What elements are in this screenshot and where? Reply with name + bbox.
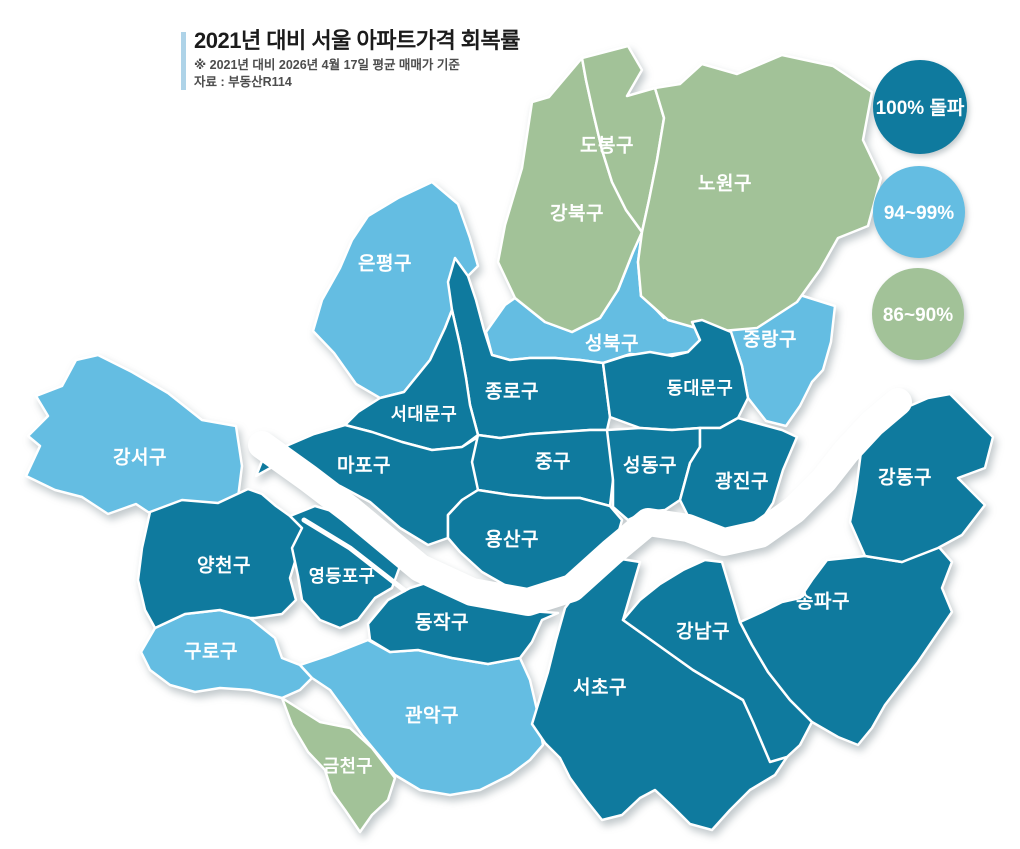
legend-circle-94-99 — [873, 166, 965, 258]
page-title: 2021년 대비 서울 아파트가격 회복률 — [194, 28, 521, 53]
district-seongdong: 성동구 — [605, 426, 702, 522]
district-seongdong-label: 성동구 — [623, 455, 677, 477]
district-dobong-label: 도봉구 — [580, 135, 634, 157]
district-gwangjin: 광진구 — [678, 416, 799, 539]
legend-circle-100-over — [873, 60, 967, 154]
district-seocho-label: 서초구 — [573, 677, 627, 699]
legend-label-100-over: 100% 돌파 — [876, 97, 965, 119]
district-yangcheon-shape — [136, 487, 304, 630]
district-gangdong-label: 강동구 — [878, 467, 932, 489]
legend-item-86-90: 86~90% — [872, 268, 964, 360]
district-seodaemun-label: 서대문구 — [391, 404, 457, 424]
data-source: 자료 : 부동산R114 — [194, 75, 292, 89]
district-jung: 중구 — [470, 428, 615, 508]
district-gangseo: 강서구 — [24, 353, 244, 524]
title-accent-bar — [181, 32, 186, 90]
district-gwanak-label: 관악구 — [405, 705, 459, 727]
district-gangnam-label: 강남구 — [676, 621, 730, 643]
district-dobong: 도봉구 — [580, 44, 666, 234]
district-mapo: 마포구 — [254, 423, 480, 547]
district-nowon: 노원구 — [636, 53, 883, 334]
district-songpa: 송파구 — [738, 544, 954, 747]
district-guro-label: 구로구 — [184, 642, 238, 663]
district-gangseo-label: 강서구 — [113, 447, 167, 469]
title-note: ※ 2021년 대비 2026년 4월 17일 평균 매매가 기준 — [194, 58, 460, 72]
district-seongbuk-label: 성북구 — [585, 333, 639, 355]
legend: 100% 돌파 94~99% 86~90% — [872, 60, 967, 360]
district-jung-label: 중구 — [535, 452, 571, 473]
district-gangseo-shape — [24, 353, 244, 524]
district-nowon-label: 노원구 — [698, 173, 752, 195]
district-nowon-shape — [636, 53, 883, 334]
district-dongjak-label: 동작구 — [415, 612, 469, 634]
district-gangbuk-label: 강북구 — [550, 203, 604, 225]
district-dongdaemun-label: 동대문구 — [667, 378, 733, 398]
district-yongsan-label: 용산구 — [485, 529, 539, 551]
district-seongdong-shape — [605, 426, 702, 522]
district-yangcheon-label: 양천구 — [197, 555, 251, 577]
district-jungnang-label: 중랑구 — [743, 329, 797, 351]
district-songpa-label: 송파구 — [796, 591, 850, 613]
district-gwangjin-shape — [678, 416, 799, 539]
district-jongno-label: 종로구 — [485, 382, 539, 403]
district-geumcheon-label: 금천구 — [323, 756, 373, 776]
district-yeongdeungpo-label: 영등포구 — [309, 566, 375, 586]
district-yangcheon: 양천구 — [136, 487, 304, 630]
district-guro: 구로구 — [139, 608, 314, 700]
han-river — [248, 388, 912, 616]
legend-item-100-over: 100% 돌파 — [873, 60, 967, 154]
district-map-group: 강서구 은평구 성북구 중랑구 구로구 관악구 — [24, 44, 995, 834]
title-block: 2021년 대비 서울 아파트가격 회복률 ※ 2021년 대비 2026년 4… — [181, 28, 601, 90]
district-geumcheon-shape — [280, 696, 397, 834]
district-songpa-shape — [738, 544, 954, 747]
legend-circle-86-90 — [872, 268, 964, 360]
legend-item-94-99: 94~99% — [873, 166, 965, 258]
legend-label-86-90: 86~90% — [883, 305, 953, 326]
district-geumcheon: 금천구 — [280, 696, 397, 834]
han-river-yeouido-branch — [301, 517, 407, 593]
district-mapo-label: 마포구 — [337, 455, 391, 477]
legend-label-94-99: 94~99% — [884, 203, 954, 224]
district-seocho: 서초구 — [530, 556, 789, 832]
district-gwangjin-label: 광진구 — [715, 471, 769, 493]
district-eunpyeong-label: 은평구 — [358, 253, 412, 275]
